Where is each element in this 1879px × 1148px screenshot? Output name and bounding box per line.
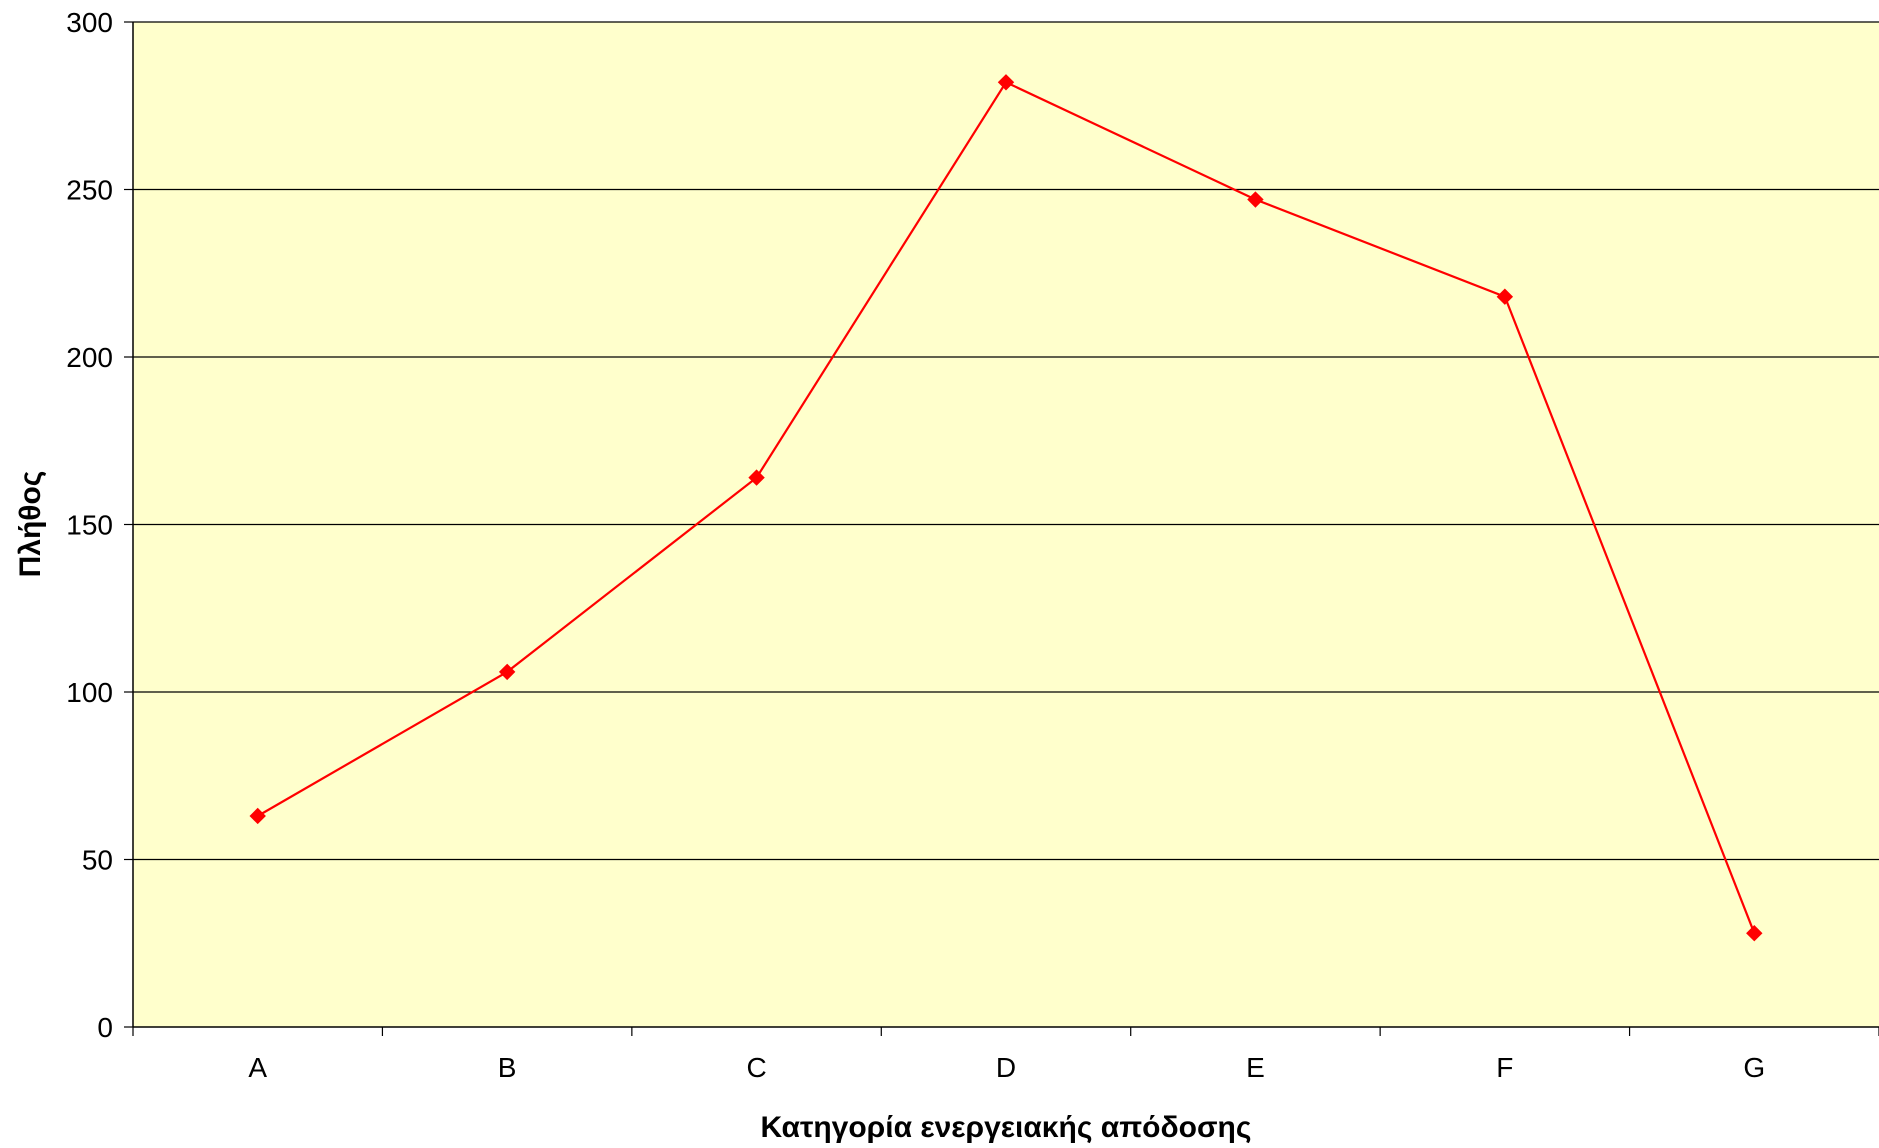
- x-tick-label: G: [1743, 1052, 1765, 1083]
- y-axis-title: Πλήθος: [14, 471, 47, 578]
- x-tick-label: E: [1246, 1052, 1265, 1083]
- data-point-marker: [997, 74, 1015, 91]
- data-point-marker: [1247, 191, 1264, 208]
- y-tick-label: 150: [66, 510, 113, 541]
- x-tick-label: C: [746, 1052, 766, 1083]
- x-axis-title: Κατηγορία ενεργειακής απόδοσης: [761, 1111, 1252, 1144]
- data-point-marker: [1496, 288, 1514, 305]
- y-tick-label: 50: [82, 845, 113, 876]
- data-point-marker: [249, 807, 266, 825]
- x-tick-label: A: [248, 1052, 267, 1083]
- data-point-marker: [748, 469, 765, 486]
- y-axis-ticks: 0 50 100 150 200 250 300: [66, 7, 133, 1043]
- x-tick-label: B: [498, 1052, 517, 1083]
- x-axis-ticks: A B C D E F G: [132, 1027, 1879, 1083]
- y-tick-label: 100: [66, 677, 113, 708]
- y-tick-label: 250: [66, 175, 113, 206]
- x-tick-label: F: [1496, 1052, 1513, 1083]
- y-tick-label: 0: [97, 1012, 113, 1043]
- y-tick-label: 200: [66, 342, 113, 373]
- x-tick-label: D: [996, 1052, 1016, 1083]
- series-group: [249, 74, 1763, 942]
- gridlines: [133, 21, 1879, 861]
- data-point-marker: [498, 663, 516, 681]
- y-tick-label: 300: [66, 7, 113, 38]
- data-point-marker: [1746, 924, 1763, 942]
